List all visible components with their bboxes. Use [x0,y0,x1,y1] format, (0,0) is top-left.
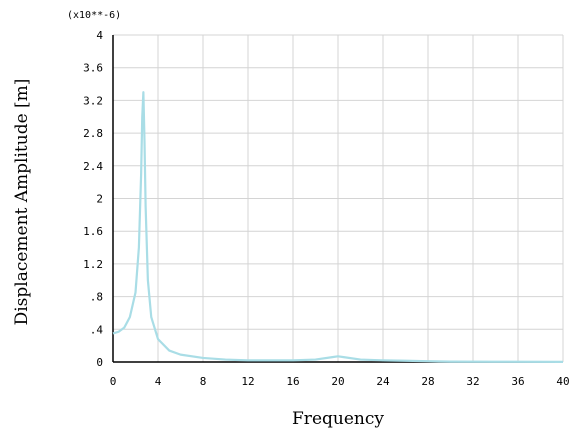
y-axis-multiplier: (x10**-6) [67,10,121,21]
x-tick-label: 28 [421,375,434,388]
x-tick-label: 24 [376,375,390,388]
x-tick-label: 36 [511,375,524,388]
x-tick-label: 0 [110,375,117,388]
y-tick-label: 2.4 [83,160,103,173]
series-layer [112,91,564,363]
y-tick-label: 1.2 [83,258,103,271]
y-tick-label: 2 [96,193,103,206]
y-axis-title: Displacement Amplitude [m] [12,79,32,326]
x-tick-label: 32 [466,375,479,388]
y-tick-label: 0 [96,356,103,369]
y-tick-label: 1.6 [83,225,103,238]
grid [113,34,564,362]
y-tick-label: 3.2 [83,94,103,107]
y-tick-label: 3.6 [83,62,103,75]
x-tick-label: 4 [155,375,162,388]
tick-labels: 0 4 8 12 16 20 24 28 32 36 40 0 .4 .8 1.2 1.6 2 2.4 2.8 3.2… [83,29,570,388]
x-tick-label: 16 [286,375,299,388]
x-tick-label: 20 [331,375,344,388]
y-tick-label: .4 [90,323,104,336]
x-axis-title: Frequency [292,409,384,429]
x-tick-label: 12 [241,375,254,388]
x-tick-label: 40 [556,375,569,388]
y-tick-label: 2.8 [83,127,103,140]
series-line [112,91,564,363]
y-tick-label: .8 [90,291,103,304]
x-tick-label: 8 [200,375,207,388]
y-tick-label: 4 [96,29,103,42]
